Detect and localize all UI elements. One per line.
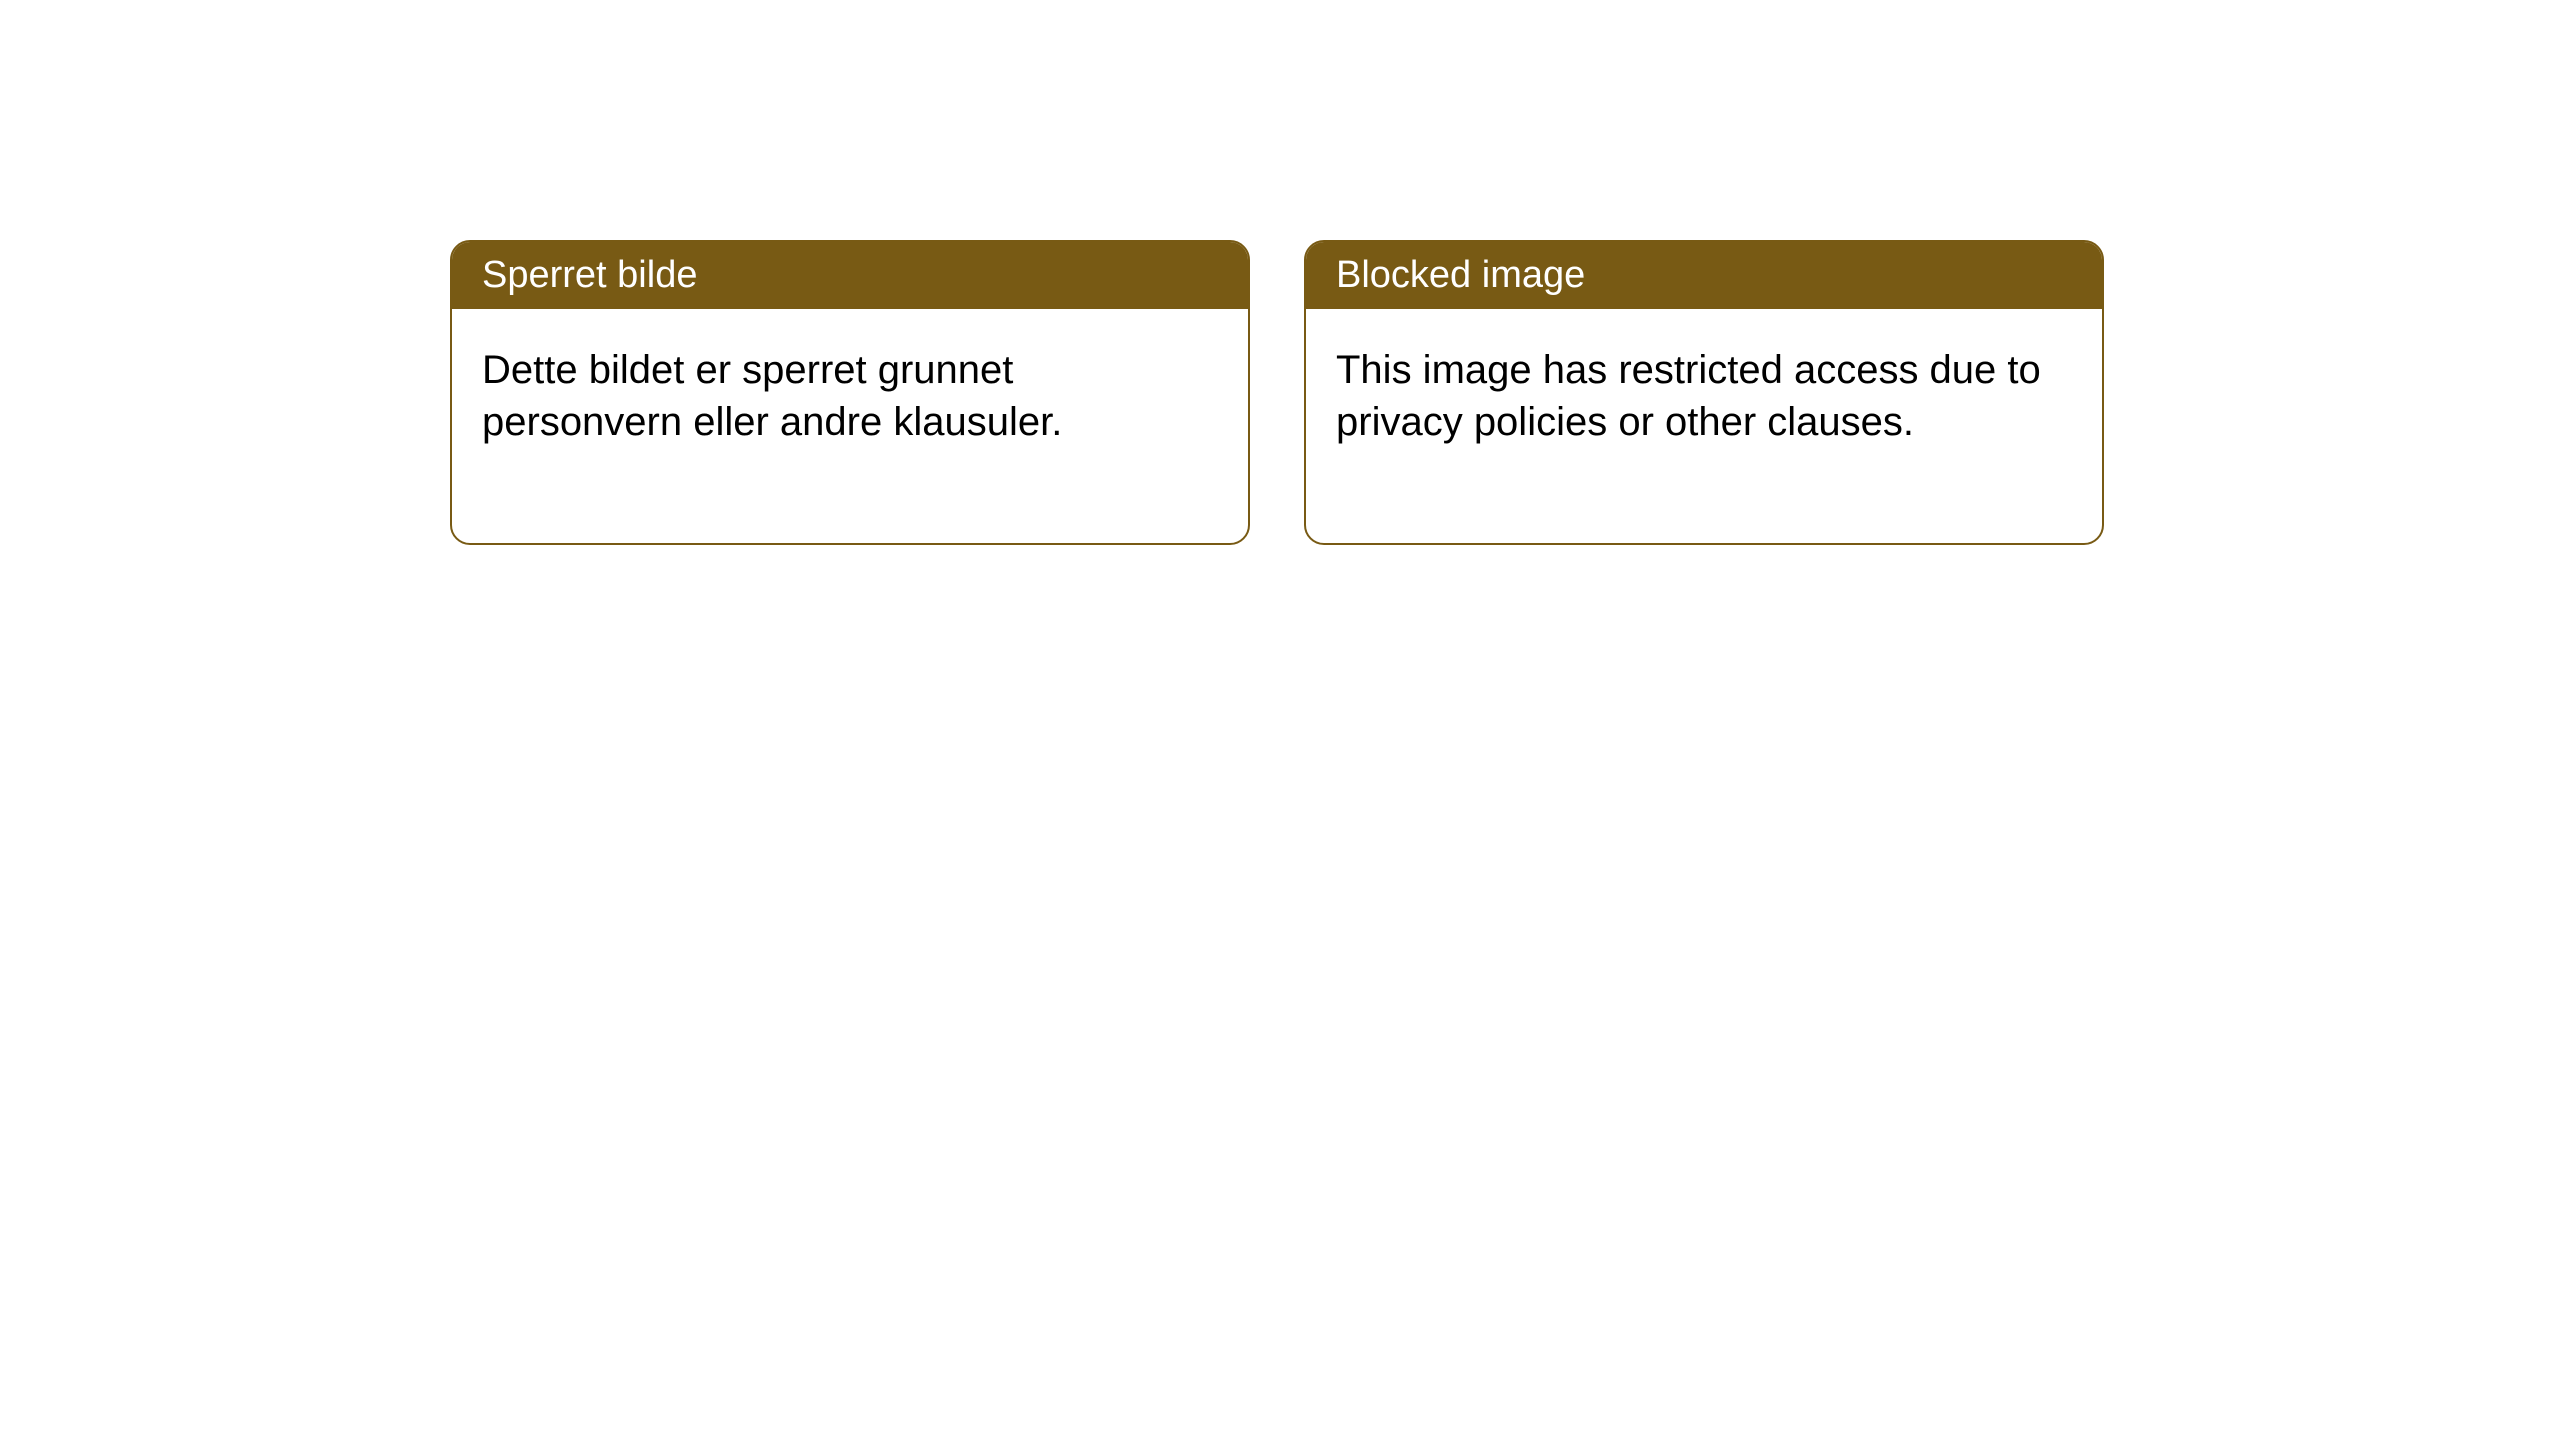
- notice-body-text: This image has restricted access due to …: [1336, 348, 2041, 444]
- notice-header: Sperret bilde: [452, 242, 1248, 309]
- notice-body: This image has restricted access due to …: [1306, 309, 2102, 543]
- notice-body: Dette bildet er sperret grunnet personve…: [452, 309, 1248, 543]
- notice-title: Blocked image: [1336, 254, 1585, 296]
- notice-header: Blocked image: [1306, 242, 2102, 309]
- notice-container: Sperret bilde Dette bildet er sperret gr…: [0, 0, 2560, 545]
- notice-title: Sperret bilde: [482, 254, 697, 296]
- notice-box-english: Blocked image This image has restricted …: [1304, 240, 2104, 545]
- notice-body-text: Dette bildet er sperret grunnet personve…: [482, 348, 1062, 444]
- notice-box-norwegian: Sperret bilde Dette bildet er sperret gr…: [450, 240, 1250, 545]
